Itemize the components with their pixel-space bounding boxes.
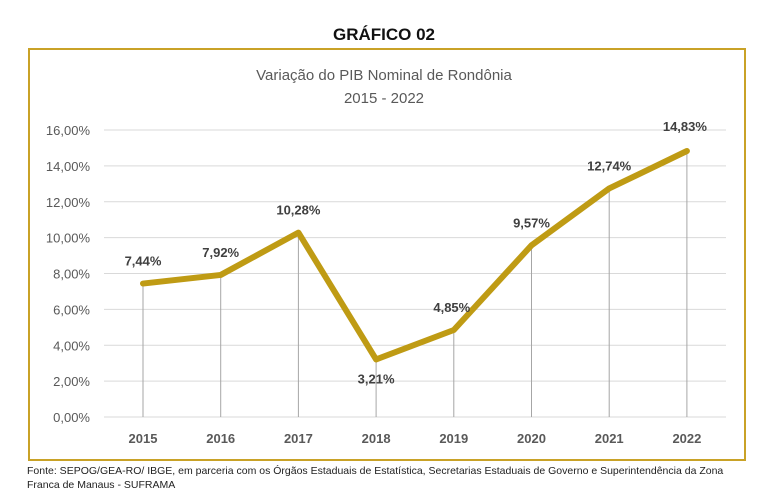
series-line — [140, 147, 690, 363]
data-point — [684, 148, 689, 153]
data-label: 4,85% — [433, 300, 470, 315]
data-label: 9,57% — [513, 215, 550, 230]
source-note: Fonte: SEPOG/GEA-RO/ IBGE, em parceria c… — [27, 465, 724, 491]
y-tick-label: 0,00% — [53, 410, 90, 425]
data-point — [296, 230, 301, 235]
data-label: 3,21% — [358, 371, 395, 386]
x-tick-label: 2020 — [517, 431, 546, 446]
y-tick-label: 10,00% — [46, 231, 91, 246]
data-point — [529, 243, 534, 248]
data-label: 14,83% — [663, 119, 708, 134]
x-tick-label: 2019 — [439, 431, 468, 446]
x-tick-label: 2018 — [362, 431, 391, 446]
data-point — [451, 328, 456, 333]
data-point — [141, 281, 145, 286]
y-tick-label: 8,00% — [53, 267, 90, 282]
data-point — [607, 186, 612, 191]
y-tick-label: 16,00% — [46, 123, 91, 138]
data-point — [374, 357, 379, 362]
data-label: 7,92% — [202, 245, 239, 260]
y-tick-label: 2,00% — [53, 374, 90, 389]
x-tick-label: 2016 — [206, 431, 235, 446]
data-point — [218, 272, 223, 277]
x-tick-label: 2022 — [672, 431, 701, 446]
data-label: 7,44% — [125, 254, 162, 269]
y-tick-label: 14,00% — [46, 159, 91, 174]
x-tick-label: 2017 — [284, 431, 313, 446]
y-tick-label: 4,00% — [53, 338, 90, 353]
chart-frame — [28, 48, 746, 461]
y-tick-label: 12,00% — [46, 195, 91, 210]
x-tick-label: 2021 — [595, 431, 624, 446]
data-label: 10,28% — [276, 203, 321, 218]
y-tick-label: 6,00% — [53, 302, 90, 317]
figure-heading: GRÁFICO 02 — [332, 25, 436, 44]
chart-title: Variação do PIB Nominal de Rondônia — [256, 67, 512, 84]
chart-subtitle: 2015 - 2022 — [344, 90, 424, 107]
data-label: 12,74% — [587, 158, 632, 173]
x-tick-label: 2015 — [129, 431, 158, 446]
